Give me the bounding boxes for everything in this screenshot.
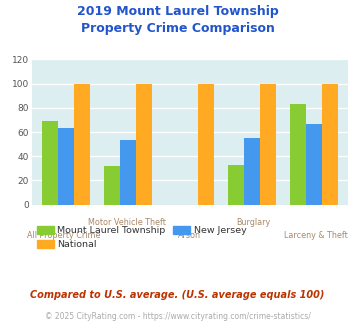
Bar — [244, 138, 260, 205]
Bar — [136, 83, 152, 205]
Text: Compared to U.S. average. (U.S. average equals 100): Compared to U.S. average. (U.S. average … — [30, 290, 325, 300]
Bar — [198, 83, 214, 205]
Text: Burglary: Burglary — [236, 218, 270, 227]
Text: Motor Vehicle Theft: Motor Vehicle Theft — [88, 218, 166, 227]
Text: © 2025 CityRating.com - https://www.cityrating.com/crime-statistics/: © 2025 CityRating.com - https://www.city… — [45, 312, 310, 321]
Bar — [58, 128, 74, 205]
Bar — [322, 83, 338, 205]
Bar — [74, 83, 90, 205]
Bar — [290, 104, 306, 205]
Bar — [228, 165, 244, 205]
Text: All Property Crime: All Property Crime — [27, 231, 100, 240]
Bar — [120, 141, 136, 205]
Text: Arson: Arson — [179, 231, 201, 240]
Bar — [260, 83, 276, 205]
Text: Larceny & Theft: Larceny & Theft — [284, 231, 348, 240]
Legend: Mount Laurel Township, National, New Jersey: Mount Laurel Township, National, New Jer… — [37, 226, 247, 249]
Bar — [42, 121, 58, 205]
Text: 2019 Mount Laurel Township
Property Crime Comparison: 2019 Mount Laurel Township Property Crim… — [77, 5, 278, 35]
Bar — [104, 166, 120, 205]
Bar — [306, 123, 322, 205]
